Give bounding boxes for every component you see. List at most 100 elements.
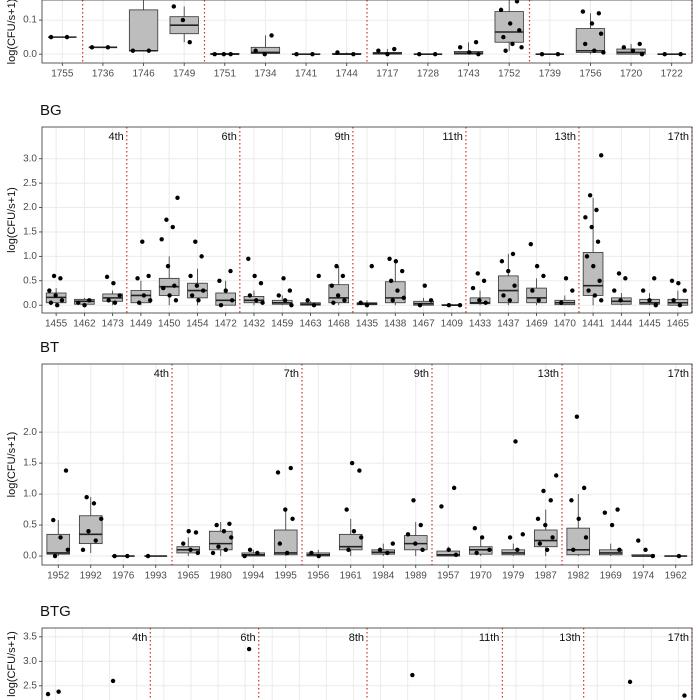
point (221, 529, 227, 534)
point (643, 547, 648, 553)
group-label: 11th (479, 632, 500, 644)
point (385, 51, 390, 57)
point (53, 293, 58, 298)
point (329, 283, 334, 288)
point (677, 302, 683, 308)
point (93, 538, 98, 543)
point (56, 689, 61, 694)
point (583, 215, 588, 220)
point (536, 298, 541, 303)
point (175, 195, 180, 200)
point (359, 535, 364, 540)
panel-border (41, 0, 693, 64)
point (503, 48, 508, 53)
point (357, 468, 362, 473)
point (599, 298, 604, 303)
point (287, 288, 293, 293)
y-tick-label: 2.0 (23, 427, 37, 438)
point (598, 31, 604, 36)
point (451, 485, 457, 491)
x-tick-label: 1455 (45, 319, 68, 330)
point (247, 547, 253, 553)
box (208, 530, 233, 551)
x-tick-label: 1994 (242, 571, 265, 582)
point (214, 522, 219, 528)
point (199, 254, 204, 259)
x-tick-label: 1989 (405, 571, 428, 582)
x-tick-label: 1979 (502, 571, 525, 582)
point (671, 298, 676, 303)
point (515, 547, 520, 553)
x-tick-label: 1743 (457, 69, 480, 80)
panel-title: BG (40, 102, 62, 119)
point (602, 510, 608, 515)
point (418, 522, 423, 528)
point (520, 532, 526, 537)
point (173, 298, 179, 303)
point (210, 550, 216, 556)
point (146, 48, 152, 53)
x-tick-label: 1438 (384, 319, 407, 330)
x-tick-label: 1974 (632, 571, 655, 582)
point (75, 300, 81, 305)
point (467, 50, 472, 55)
y-tick-label: 0.1 (23, 15, 37, 26)
point (55, 302, 60, 308)
point (216, 544, 221, 549)
marks (48, 0, 686, 57)
point (385, 550, 390, 556)
point (247, 293, 253, 298)
point (351, 529, 357, 534)
point (574, 414, 580, 419)
y-axis-label: log(CFU/s+1) (6, 187, 18, 253)
point (411, 498, 416, 503)
point (534, 263, 540, 269)
point (80, 547, 86, 553)
point (584, 254, 590, 259)
box (46, 533, 71, 555)
point (591, 263, 596, 269)
point (637, 41, 642, 47)
x-tick-label: 1465 (667, 319, 690, 330)
y-tick-label: 0.5 (23, 520, 37, 531)
point (517, 28, 522, 33)
point (487, 547, 492, 553)
point (117, 293, 122, 298)
point (255, 550, 260, 556)
point (283, 507, 288, 512)
point (514, 0, 520, 4)
x-tick-label: 1473 (102, 319, 125, 330)
y-axis-label: log(CFU/s+1) (6, 0, 18, 64)
point (506, 268, 511, 274)
point (530, 288, 535, 293)
point (597, 278, 602, 283)
marks (45, 646, 687, 698)
panel-title: BTG (40, 603, 71, 620)
point (51, 273, 57, 279)
point (507, 298, 513, 303)
x-tick-label: 1739 (539, 69, 562, 80)
point (294, 51, 299, 57)
point (390, 541, 396, 546)
x-tick-label: 1470 (554, 319, 577, 330)
x-tick-label: 1720 (620, 69, 643, 80)
y-tick-label: 1.5 (23, 458, 37, 469)
point (165, 263, 171, 269)
panel (42, 364, 692, 565)
point (130, 48, 136, 53)
x-tick-label: 1463 (299, 319, 322, 330)
point (167, 293, 172, 298)
y-tick-label: 0.0 (23, 551, 37, 562)
point (218, 302, 224, 308)
point (253, 48, 258, 53)
group-label: 4th (154, 368, 169, 380)
x-tick-label: 1441 (582, 319, 605, 330)
y-tick-label: 2.0 (23, 202, 37, 213)
point (254, 298, 259, 303)
point (180, 17, 186, 23)
point (228, 51, 233, 57)
point (344, 507, 349, 512)
point (481, 278, 487, 283)
point (630, 48, 636, 53)
point (405, 532, 411, 537)
